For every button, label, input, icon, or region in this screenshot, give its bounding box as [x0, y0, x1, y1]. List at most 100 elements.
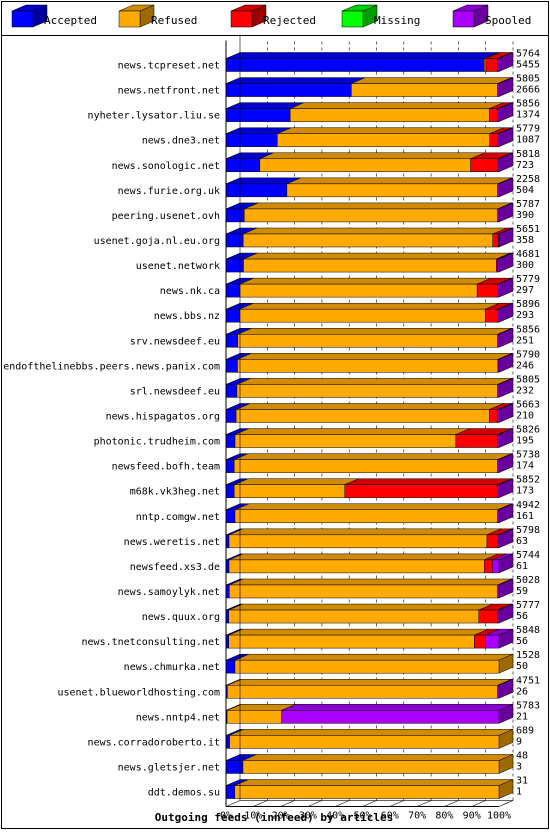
row-label: peering.usenet.ovh	[112, 211, 220, 222]
row-label: srl.newsdeef.eu	[130, 386, 220, 397]
legend-swatch-front	[230, 10, 253, 28]
x-tick-label: 100%	[487, 811, 511, 822]
x-tick	[389, 800, 404, 807]
bar-segment-accepted-front	[225, 359, 238, 373]
row-label: newsfeed.bofh.team	[112, 462, 220, 473]
bar-segment-spooled-front	[497, 359, 500, 373]
bar-segment-spooled-top	[281, 704, 514, 711]
bar-segment-accepted-front	[225, 233, 244, 248]
row-accepted: 195	[516, 436, 534, 447]
bar-segment-rejected-front	[489, 133, 498, 147]
bar-segment-refused-top	[234, 478, 359, 485]
x-tick-label: 20%	[272, 811, 290, 822]
legend-label: Rejected	[263, 14, 316, 27]
bar-segment-refused-front	[351, 83, 498, 97]
row-accepted: 26	[516, 686, 528, 697]
bar-segment-spooled-front	[497, 409, 500, 423]
bar-segment-spooled-front	[497, 208, 500, 223]
bar-segment-spooled-front	[497, 308, 500, 323]
bar-segment-refused-top	[242, 754, 514, 761]
row-accepted: 2666	[516, 85, 540, 96]
x-tick-label: 60%	[381, 811, 399, 822]
bar-segment-refused-top	[290, 102, 504, 109]
bar-segment-refused-top	[277, 127, 504, 134]
row-total: 5848	[516, 625, 540, 636]
bar-segment-accepted-front	[225, 108, 291, 122]
row-total: 5744	[516, 550, 540, 561]
row-accepted: 1374	[516, 110, 540, 121]
legend-label: Missing	[374, 14, 420, 27]
bar-segment-rejected-front	[489, 409, 498, 423]
row-total: 5818	[516, 149, 540, 160]
legend-label: Refused	[151, 14, 197, 27]
bar-segment-accepted-front	[225, 509, 236, 524]
bar-segment-spooled-front	[497, 183, 500, 198]
bar-segment-refused-top	[239, 302, 500, 310]
row-total: 5896	[516, 299, 540, 310]
row-total: 5826	[516, 425, 540, 436]
bar-segment-refused-front	[286, 183, 498, 198]
row-label: news.sonologic.net	[112, 161, 220, 172]
row-total: 689	[516, 725, 534, 736]
legend-item-rejected: Rejected	[230, 4, 316, 28]
bar-segment-rejected-front	[476, 283, 498, 298]
bar-segment-spooled-front	[281, 710, 500, 724]
row-label: news.weretis.net	[124, 537, 220, 548]
bar-segment-rejected-front	[485, 308, 498, 323]
row-label: news.tnetconsulting.net	[82, 637, 220, 648]
row-label: news.gletsjer.net	[118, 762, 220, 773]
bar-segment-refused-top	[286, 177, 512, 185]
bar-segment-accepted-front	[225, 760, 244, 774]
row-label: news.bbs.nz	[154, 311, 220, 322]
bar-segment-accepted-front	[225, 334, 238, 348]
bar-segment-refused-front	[226, 710, 282, 724]
bar-row: ddt.demos.su 311	[148, 776, 528, 799]
row-label: photonic.trudheim.com	[94, 437, 220, 448]
row-label: nyheter.lysator.liu.se	[88, 111, 220, 122]
row-label: srv.newsdeef.eu	[130, 336, 220, 347]
row-label: newsfeed.xs3.de	[130, 562, 220, 573]
row-total: 5651	[516, 224, 540, 235]
row-total: 5852	[516, 475, 540, 486]
bar-segment-refused-front	[237, 359, 499, 373]
bar-segment-spooled-front	[492, 559, 500, 574]
bar-segment-accepted-front	[225, 785, 235, 799]
bar-segment-refused-top	[351, 77, 512, 84]
bar-segment-rejected-front	[486, 534, 499, 549]
bar-segment-spooled-front	[497, 434, 500, 448]
row-accepted: 174	[516, 461, 534, 472]
bar-segment-refused-top	[239, 277, 492, 285]
bar-segment-refused-front	[237, 334, 498, 348]
bar-segment-rejected-front	[344, 484, 498, 498]
bar-segment-refused-top	[229, 729, 514, 736]
bar-segment-spooled-front	[497, 334, 500, 348]
row-total: 5783	[516, 700, 540, 711]
row-accepted: 358	[516, 235, 534, 246]
x-tick-label: 70%	[408, 811, 426, 822]
bar-segment-accepted-front	[225, 183, 288, 198]
bar-segment-accepted-top	[225, 77, 366, 84]
legend-label: Accepted	[44, 14, 97, 27]
bar-segment-rejected-front	[492, 233, 499, 248]
bar-segment-refused-front	[235, 409, 490, 423]
bar-segment-refused-top	[236, 378, 512, 385]
row-label: ddt.demos.su	[148, 788, 220, 799]
bar-segment-rejected-front	[478, 609, 499, 624]
row-total: 5805	[516, 374, 540, 385]
bar-segment-refused-top	[259, 152, 485, 160]
bar-segment-accepted-front	[225, 735, 230, 749]
bar-segment-rejected-front	[485, 58, 498, 72]
row-accepted: 246	[516, 360, 534, 371]
bar-segment-accepted-front	[225, 58, 485, 72]
row-accepted: 5455	[516, 60, 540, 71]
legend-swatch-front	[11, 10, 34, 28]
